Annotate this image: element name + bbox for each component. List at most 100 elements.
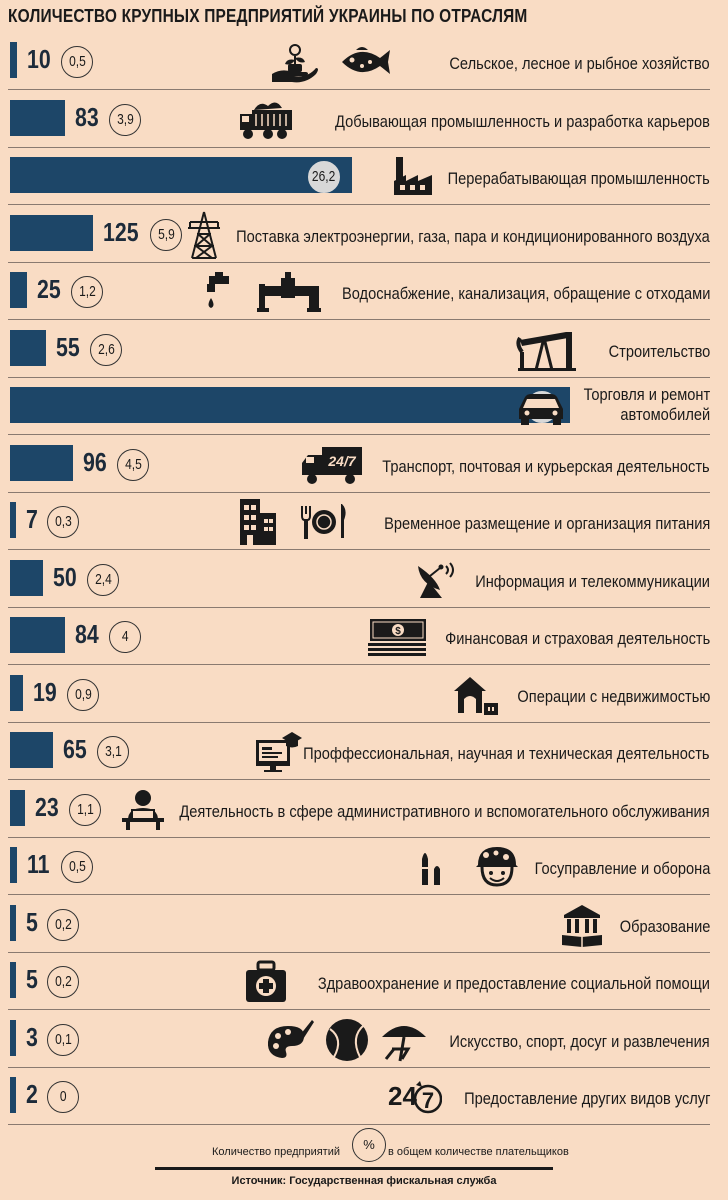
legend-percent-label: в общем количестве плательщиков: [388, 1146, 569, 1158]
category-label: Перерабатывающая промышленность: [448, 169, 710, 189]
percent-circle: 0,9: [67, 678, 99, 711]
row-icons: [238, 98, 296, 142]
percent-value: 3,9: [116, 110, 134, 128]
percent-value: 1,1: [76, 800, 94, 818]
legend: Количество предприятий % в общем количес…: [0, 1124, 728, 1164]
chart-row: 83 3,9 Добывающая промышленность и разрабо…: [0, 92, 728, 149]
chart-row: 25 1,2 Водоснабжение, канализация, обращен…: [0, 264, 728, 321]
category-label-line: Деятельность в сфере административного и…: [179, 801, 710, 821]
row-icons: 24 7: [386, 1075, 442, 1119]
percent-circle: 4: [109, 621, 141, 653]
percent-circle: 0,2: [47, 966, 79, 998]
row-divider: [8, 664, 710, 665]
category-label-line: Перерабатывающая промышленность: [447, 169, 710, 188]
hotel-building-icon: [236, 497, 280, 547]
percent-circle: 2,6: [90, 333, 122, 366]
row-icons: [254, 730, 304, 774]
enterprise-count: 23: [35, 791, 59, 822]
percent-circle: 1,1: [69, 793, 101, 826]
row-icons: 24/7: [300, 443, 364, 487]
bar: [10, 789, 25, 826]
category-label-line: Операции с недвижимостью: [517, 686, 710, 706]
row-divider: [8, 376, 710, 378]
category-label-line: Госуправление и оборона: [534, 859, 710, 878]
category-label-line: Искусство, спорт, досуг и развлечения: [449, 1031, 710, 1051]
soldier-helmet-icon: [474, 845, 520, 889]
percent-value: 1,2: [78, 283, 96, 300]
row-divider: [8, 261, 710, 263]
bar: [10, 559, 43, 596]
bar: [10, 847, 17, 883]
category-label: Госуправление и оборона: [534, 859, 710, 879]
row-divider: [8, 721, 710, 723]
category-label-line: Сельское, лесное и рыбное хозяйство: [449, 54, 710, 73]
row-divider: [8, 491, 710, 493]
percent-value: 0,1: [54, 1030, 72, 1048]
legend-count-label: Количество предприятий: [212, 1146, 340, 1158]
row-divider: [8, 606, 710, 608]
category-label-line: Торговля и ремонт: [583, 385, 710, 404]
row-icons: [410, 558, 462, 602]
category-label-line: Финансовая и страховая деятельность: [444, 629, 710, 648]
category-label-line: Информация и телекоммуникации: [475, 571, 710, 591]
category-label: Торговля и ремонт автомобилей: [583, 385, 710, 425]
category-label: Информация и телекоммуникации: [475, 572, 710, 592]
row-divider: [8, 1066, 710, 1068]
row-icons: [118, 788, 168, 832]
row-icons: [186, 211, 222, 259]
graduation-screen-icon: [254, 730, 304, 774]
chart-row: 65 3,1 Проффессиональная, научная и технич…: [0, 724, 728, 781]
category-label-line: Проффессиональная, научная и техническая…: [303, 744, 710, 763]
category-label: Операции с недвижимостью: [517, 687, 710, 707]
category-label: Искусство, спорт, досуг и развлечения: [450, 1032, 710, 1052]
category-label-line: Поставка электроэнергии, газа, пара и ко…: [236, 226, 710, 246]
chart-row: 7 0,3 Временное размещение и организация п…: [0, 494, 728, 551]
category-label: Предоставление других видов услуг: [464, 1089, 710, 1109]
percent-circle: 0,2: [47, 908, 79, 941]
percent-value: 0: [59, 1088, 67, 1105]
enterprise-count: 2: [26, 1079, 38, 1109]
enterprise-count: 50: [53, 561, 77, 592]
category-label: Здравоохранение и предоставление социаль…: [318, 974, 710, 994]
category-label-line: Образование: [619, 916, 710, 936]
bar: [10, 444, 73, 481]
percent-value: 3,1: [104, 743, 122, 760]
chart-row: 19 0,9 Операции с недвижимостью: [0, 667, 728, 724]
enterprise-count: 11: [27, 849, 50, 879]
row-divider: [8, 549, 710, 550]
chart-row: 125 5,9 Поставка электроэнергии, газа, пар…: [0, 207, 728, 264]
percent-circle: 0,5: [61, 46, 93, 78]
enterprise-count: 65: [63, 734, 87, 764]
row-divider: [8, 434, 710, 435]
delivery-truck-icon: 24/7: [300, 443, 364, 487]
category-label-line: Водоснабжение, канализация, обращение с …: [341, 284, 710, 303]
fish-icon: [338, 40, 394, 84]
percent-value: 0,5: [68, 53, 86, 70]
row-icons: [270, 40, 394, 84]
library-icon: [560, 903, 604, 947]
bar: [10, 329, 46, 366]
svg-text:24: 24: [388, 1081, 417, 1111]
bar: [10, 732, 53, 768]
row-icons: [236, 497, 350, 547]
bar: [10, 904, 16, 941]
pump-jack-icon: [516, 328, 576, 372]
percent-value: 4: [121, 628, 129, 645]
row-divider: [8, 836, 710, 838]
enterprise-count: 5: [26, 906, 38, 937]
bullet-icon: [418, 845, 446, 889]
category-label: Временное размещение и организация питан…: [384, 514, 710, 534]
row-divider: [8, 204, 710, 205]
bar: [10, 214, 93, 251]
row-icons: [392, 155, 436, 199]
dining-icon: [298, 500, 350, 544]
enterprise-count: 7: [26, 504, 38, 534]
chart-row: 96 4,5 24/7 Транспорт, почтовая и курьерска…: [0, 437, 728, 494]
enterprise-count: 125: [103, 216, 139, 247]
enterprise-count: 84: [75, 619, 99, 649]
bar: [10, 1077, 16, 1113]
car-icon: [515, 385, 567, 429]
row-icons: [516, 328, 576, 372]
source-divider: [155, 1167, 553, 1170]
factory-icon: [392, 155, 436, 199]
